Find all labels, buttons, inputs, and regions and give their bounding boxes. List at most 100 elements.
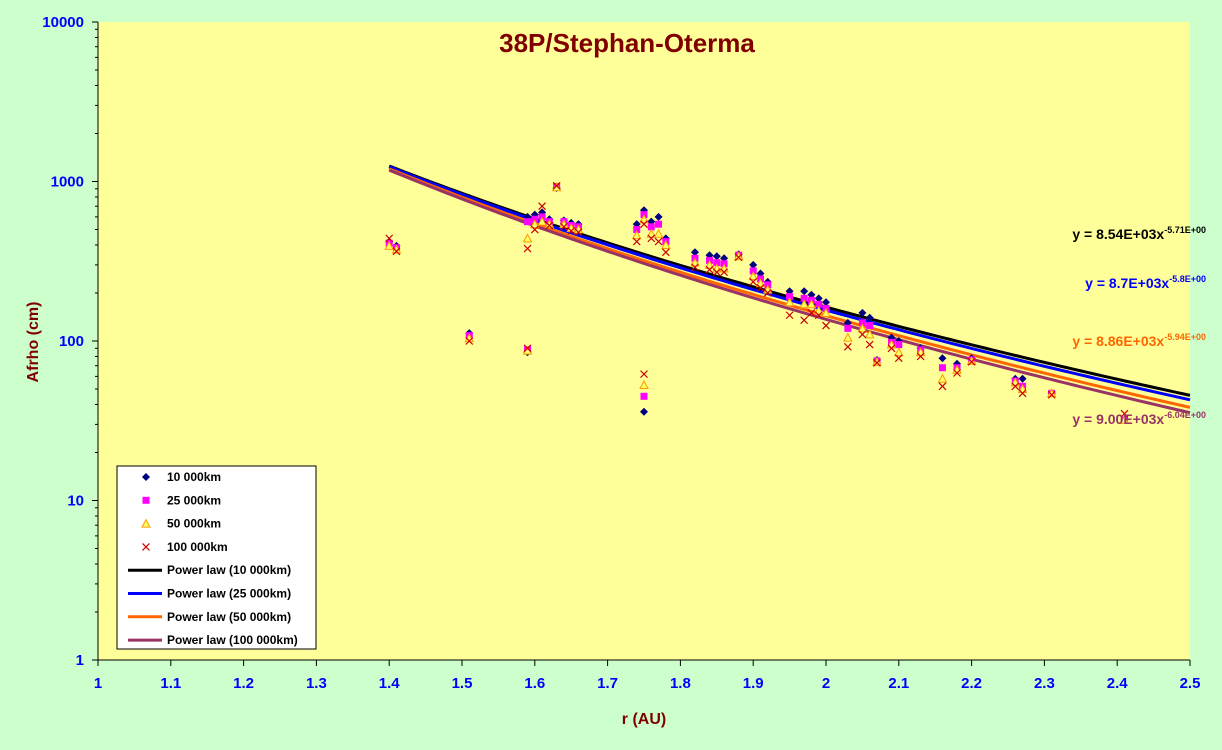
x-tick-label: 1.4 bbox=[379, 675, 401, 692]
point-3-13 bbox=[640, 220, 648, 229]
legend: 10 000km 25 000km 50 000km 100 000km Power l… bbox=[116, 465, 317, 650]
equation-main: y = 9.00E+03x bbox=[1072, 411, 1164, 427]
point-3-14 bbox=[640, 370, 648, 379]
point-3-39 bbox=[953, 369, 961, 377]
y-tick-label: 1 bbox=[76, 652, 84, 669]
point-0-27 bbox=[800, 287, 809, 296]
point-3-23 bbox=[749, 277, 758, 286]
point-3-40 bbox=[967, 357, 976, 366]
legend-swatch bbox=[142, 473, 150, 481]
point-0-38 bbox=[938, 354, 947, 363]
point-0-14 bbox=[640, 407, 648, 416]
point-0-30 bbox=[822, 298, 830, 307]
point-0-19 bbox=[705, 251, 714, 260]
x-tick-label: 1.2 bbox=[233, 675, 254, 692]
point-3-12 bbox=[632, 237, 641, 246]
point-2-31 bbox=[843, 332, 853, 342]
point-1-32 bbox=[858, 319, 866, 327]
point-3-24 bbox=[756, 284, 765, 292]
point-3-31 bbox=[843, 342, 852, 351]
point-2-32 bbox=[857, 323, 868, 333]
point-0-29 bbox=[814, 294, 823, 303]
point-1-20 bbox=[713, 259, 721, 267]
point-0-16 bbox=[654, 212, 663, 221]
legend-items: 10 000km 25 000km 50 000km 100 000km Power l… bbox=[128, 470, 298, 647]
legend-label: Power law (25 000km) bbox=[167, 587, 291, 601]
legend-swatch bbox=[142, 542, 150, 551]
point-0-42 bbox=[1018, 374, 1027, 383]
point-1-38 bbox=[938, 364, 946, 372]
point-3-3 bbox=[523, 344, 532, 353]
x-tick-label: 2.1 bbox=[888, 675, 909, 692]
point-3-2 bbox=[465, 337, 474, 345]
x-tick-labels: 1 1.1 1.2 1.3 1.4 1.5 1.6 1.7 1.8 1.9 2 2.1 2.2 2.3 2.… bbox=[94, 675, 1201, 692]
legend-swatch bbox=[142, 496, 150, 504]
point-2-6 bbox=[537, 216, 547, 226]
legend-label: 25 000km bbox=[167, 493, 221, 507]
point-3-36 bbox=[894, 354, 903, 363]
legend-item-1: 25 000km bbox=[142, 493, 221, 507]
point-3-18 bbox=[691, 263, 699, 272]
x-axis-title: r (AU) bbox=[622, 711, 666, 728]
fit-equation-3: y = 9.00E+03x-6.04E+00 bbox=[1072, 410, 1206, 427]
point-3-34 bbox=[873, 358, 881, 367]
fit-equations: y = 8.54E+03x-5.71E+00 y = 8.7E+03x-5.8E+… bbox=[1072, 225, 1206, 427]
point-3-7 bbox=[545, 221, 554, 230]
x-tick-label: 2.5 bbox=[1180, 675, 1201, 692]
point-3-41 bbox=[1011, 382, 1020, 391]
point-3-32 bbox=[858, 330, 867, 339]
point-3-37 bbox=[916, 352, 925, 361]
point-1-16 bbox=[655, 220, 663, 228]
point-1-15 bbox=[647, 223, 655, 231]
point-1-36 bbox=[895, 341, 903, 349]
point-1-12 bbox=[633, 226, 641, 234]
point-3-0 bbox=[385, 234, 394, 243]
point-3-8 bbox=[552, 181, 561, 190]
legend-label: 100 000km bbox=[167, 540, 228, 554]
y-axis-title: Afrho (cm) bbox=[25, 302, 42, 383]
point-3-1 bbox=[392, 247, 401, 256]
point-3-30 bbox=[822, 321, 830, 330]
point-0-20 bbox=[712, 252, 721, 261]
point-2-5 bbox=[529, 219, 540, 229]
equation-exponent: -6.04E+00 bbox=[1164, 410, 1206, 420]
chart-title: 38P/Stephan-Oterma bbox=[499, 28, 755, 58]
fit-equation-2: y = 8.86E+03x-5.94E+00 bbox=[1072, 332, 1206, 349]
point-3-38 bbox=[938, 382, 947, 391]
point-3-5 bbox=[530, 225, 539, 234]
point-3-16 bbox=[654, 237, 663, 246]
point-2-4 bbox=[522, 233, 533, 243]
point-2-19 bbox=[704, 259, 715, 269]
point-3-22 bbox=[734, 253, 743, 262]
point-3-17 bbox=[661, 248, 670, 257]
point-2-12 bbox=[631, 230, 642, 240]
point-1-33 bbox=[866, 322, 874, 330]
point-3-28 bbox=[807, 308, 816, 317]
y-tick-label: 1000 bbox=[51, 174, 84, 191]
equation-exponent: -5.8E+00 bbox=[1169, 274, 1206, 284]
point-3-44 bbox=[1120, 409, 1129, 418]
legend-item-5: Power law (25 000km) bbox=[128, 587, 291, 601]
point-2-17 bbox=[661, 239, 671, 249]
point-3-33 bbox=[865, 340, 874, 349]
legend-label: 10 000km bbox=[167, 470, 221, 484]
point-3-27 bbox=[800, 316, 809, 325]
point-2-23 bbox=[748, 271, 759, 281]
point-1-14 bbox=[640, 392, 648, 400]
legend-swatch bbox=[141, 518, 151, 528]
point-3-4 bbox=[523, 244, 532, 253]
point-3-42 bbox=[1018, 389, 1027, 398]
point-1-4 bbox=[524, 218, 532, 226]
x-tick-label: 2.4 bbox=[1107, 675, 1129, 692]
point-2-44 bbox=[1119, 414, 1130, 424]
point-3-15 bbox=[647, 234, 656, 243]
equation-main: y = 8.86E+03x bbox=[1072, 333, 1164, 349]
point-1-29 bbox=[815, 300, 823, 308]
legend-item-4: Power law (10 000km) bbox=[128, 563, 291, 577]
point-3-11 bbox=[574, 228, 583, 237]
legend-item-0: 10 000km bbox=[142, 470, 221, 484]
point-1-27 bbox=[800, 294, 808, 302]
x-tick-label: 1.6 bbox=[524, 675, 545, 692]
y-tick-labels: 1 10 100 1000 10000 bbox=[42, 14, 84, 669]
